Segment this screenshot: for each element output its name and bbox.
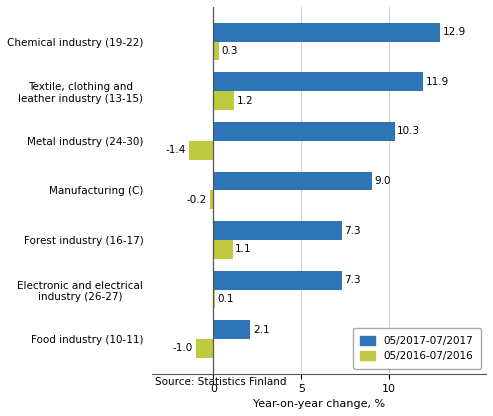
Bar <box>210 191 213 209</box>
Text: -0.2: -0.2 <box>187 195 207 205</box>
Bar <box>213 320 250 339</box>
Text: 10.3: 10.3 <box>397 126 421 136</box>
Text: 1.1: 1.1 <box>235 244 252 254</box>
Bar <box>213 91 234 110</box>
Bar <box>196 339 213 358</box>
Text: Source: Statistics Finland: Source: Statistics Finland <box>155 377 286 387</box>
Bar <box>213 23 440 42</box>
Bar <box>213 42 218 60</box>
Bar <box>213 171 372 191</box>
Text: 7.3: 7.3 <box>345 275 361 285</box>
Text: 9.0: 9.0 <box>374 176 391 186</box>
Bar <box>213 122 394 141</box>
Text: -1.4: -1.4 <box>166 145 186 155</box>
Legend: 05/2017-07/2017, 05/2016-07/2016: 05/2017-07/2017, 05/2016-07/2016 <box>352 328 481 369</box>
Bar <box>189 141 213 160</box>
Text: 12.9: 12.9 <box>443 27 466 37</box>
Text: 0.1: 0.1 <box>217 294 234 304</box>
Text: 7.3: 7.3 <box>345 225 361 235</box>
Text: 1.2: 1.2 <box>237 96 253 106</box>
Bar <box>213 271 342 290</box>
Text: -1.0: -1.0 <box>173 344 193 354</box>
Bar <box>213 221 342 240</box>
Bar <box>213 72 423 91</box>
Text: 11.9: 11.9 <box>425 77 449 87</box>
X-axis label: Year-on-year change, %: Year-on-year change, % <box>253 399 385 409</box>
Bar <box>213 290 215 308</box>
Text: 2.1: 2.1 <box>253 324 270 334</box>
Bar <box>213 240 233 259</box>
Text: 0.3: 0.3 <box>221 46 238 56</box>
